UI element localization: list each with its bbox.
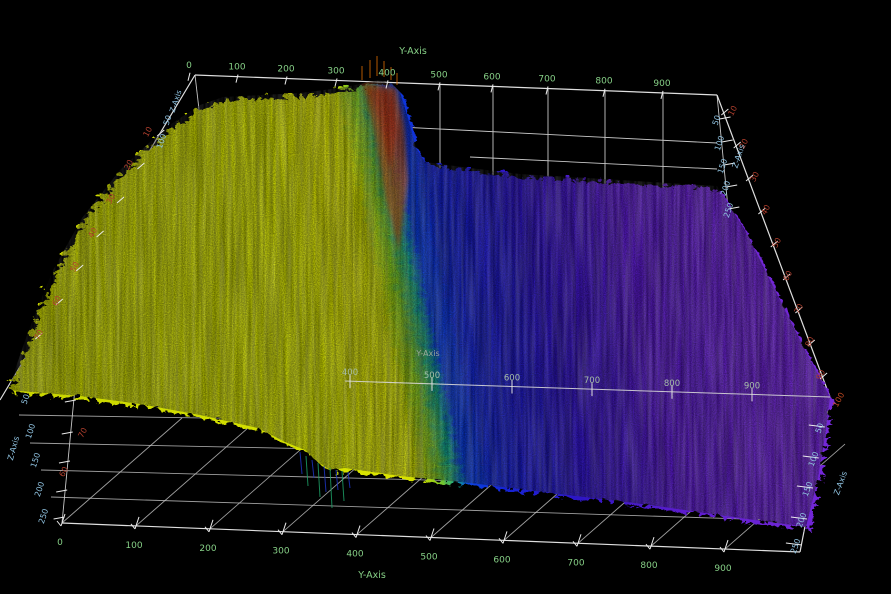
z-axis-front-right-title: Z-Axis bbox=[832, 470, 849, 496]
y-axis-top-tick-label: 400 bbox=[378, 68, 395, 78]
y-axis-bottom-tick-label: 300 bbox=[272, 547, 289, 557]
y-axis-bottom: 0 100 200 300 400 500 600 700 800 900 Y-Axis bbox=[56, 513, 732, 581]
x-axis-left: 10 20 30 40 50 60 70 70 60 bbox=[32, 125, 165, 478]
y-axis-mid-tick-label: 400 bbox=[342, 368, 358, 378]
z-axis-front-left-tick-label: 50 bbox=[20, 393, 32, 405]
y-axis-bottom-tick-label: 200 bbox=[199, 544, 216, 554]
z-axis-front-left-tick-label: 200 bbox=[33, 481, 46, 498]
z-axis-back-left-tick-label: 100 bbox=[155, 133, 168, 150]
surface-texture bbox=[8, 80, 830, 527]
x-axis-right-tick-label: 60 bbox=[781, 269, 794, 282]
x-axis-right-tick-label: 20 bbox=[737, 137, 750, 150]
y-axis-bottom-tick-label: 600 bbox=[493, 555, 510, 565]
x-axis-right-tick-label: 90 bbox=[814, 368, 827, 381]
y-axis-bottom-tick-label: 0 bbox=[57, 538, 63, 548]
y-axis-top-tick-label: 300 bbox=[327, 66, 344, 76]
y-axis-top-tick-label: 100 bbox=[228, 63, 245, 73]
y-axis-bottom-tick-label: 800 bbox=[640, 561, 657, 571]
y-axis-bottom-tick-label: 700 bbox=[567, 558, 584, 568]
z-axis-back-right-title: Z-Axis bbox=[731, 143, 747, 169]
y-axis-bottom-tick-label: 900 bbox=[714, 564, 731, 574]
x-axis-left-tick-label: 10 bbox=[141, 125, 154, 138]
y-axis-bottom-tick-label: 400 bbox=[346, 550, 363, 560]
y-axis-top-title: Y-Axis bbox=[398, 46, 427, 57]
z-axis-front-left-tick-label: 150 bbox=[29, 452, 42, 469]
x-axis-left-tick-label: 70 bbox=[32, 328, 45, 341]
y-axis-top-tick-label: 800 bbox=[595, 77, 612, 87]
z-axis-back-right-tick-label: 100 bbox=[713, 135, 726, 152]
z-axis-front-right-tick-label: 250 bbox=[789, 537, 803, 554]
x-axis-right-origin-label: 100 bbox=[831, 391, 846, 409]
y-axis-bottom-tick-label: 100 bbox=[125, 541, 142, 551]
x-axis-left-tick-label: 20 bbox=[122, 158, 135, 171]
y-axis-mid-tick-label: 900 bbox=[744, 381, 760, 391]
y-axis-mid-tick-label: 800 bbox=[664, 379, 680, 389]
y-axis-mid-tick-label: 700 bbox=[584, 376, 600, 386]
z-axis-front-left-tick-label: 100 bbox=[24, 423, 37, 440]
z-axis-front-left-title: Z-Axis bbox=[6, 435, 21, 461]
y-axis-mid: 400 500 600 700 800 900 Y-Axis bbox=[342, 349, 831, 402]
z-axis-front-left-tick-label: 250 bbox=[37, 508, 50, 525]
x-axis-left-tick-label: 50 bbox=[68, 260, 81, 273]
x-axis-right-tick-label: 40 bbox=[759, 203, 772, 216]
z-axis-back-right-tick-label: 50 bbox=[711, 114, 723, 126]
x-axis-right-tick-label: 30 bbox=[748, 170, 761, 183]
x-axis-right-tick-label: 70 bbox=[792, 302, 805, 315]
x-axis-wall-tick-label: 60 bbox=[57, 465, 70, 478]
y-axis-top-tick-label: 500 bbox=[430, 70, 447, 80]
x-axis-left-tick-label: 30 bbox=[104, 192, 117, 205]
y-axis-mid-title: Y-Axis bbox=[415, 349, 439, 358]
y-axis-mid-tick-label: 500 bbox=[424, 371, 440, 381]
x-axis-left-tick-label: 60 bbox=[50, 294, 63, 307]
noise-spikes bbox=[299, 56, 398, 509]
z-axis-back-left-tick-label: 50 bbox=[162, 114, 174, 126]
y-axis-top-tick-label: 200 bbox=[277, 65, 294, 75]
x-axis-right-tick-label: 80 bbox=[803, 335, 816, 348]
z-axis-back-right-tick-label: 250 bbox=[722, 202, 735, 219]
x-axis-right-tick-label: 10 bbox=[726, 104, 739, 117]
z-axis-front-right-tick-label: 50 bbox=[814, 422, 826, 435]
z-axis-back-right-tick-label: 200 bbox=[719, 180, 732, 197]
y-axis-top-tick-label: 900 bbox=[653, 79, 670, 89]
y-axis-mid-tick-label: 600 bbox=[504, 374, 520, 384]
z-axis-back-left-title: Z-Axis bbox=[168, 89, 184, 114]
y-axis-top-tick-label: 600 bbox=[483, 72, 500, 82]
x-axis-left-tick-label: 40 bbox=[86, 226, 99, 239]
y-axis-top: 0 100 200 300 400 500 600 700 800 900 Y-Axis bbox=[186, 46, 671, 100]
y-axis-bottom-tick-label: 500 bbox=[420, 553, 437, 563]
x-axis-wall-tick-label: 70 bbox=[76, 426, 89, 439]
y-axis-bottom-title: Y-Axis bbox=[357, 570, 386, 581]
z-axis-back-right-tick-label: 150 bbox=[716, 158, 729, 175]
x-axis-right-tick-label: 50 bbox=[770, 236, 783, 249]
y-axis-top-tick-label: 0 bbox=[186, 61, 192, 71]
y-axis-top-tick-label: 700 bbox=[538, 75, 555, 85]
